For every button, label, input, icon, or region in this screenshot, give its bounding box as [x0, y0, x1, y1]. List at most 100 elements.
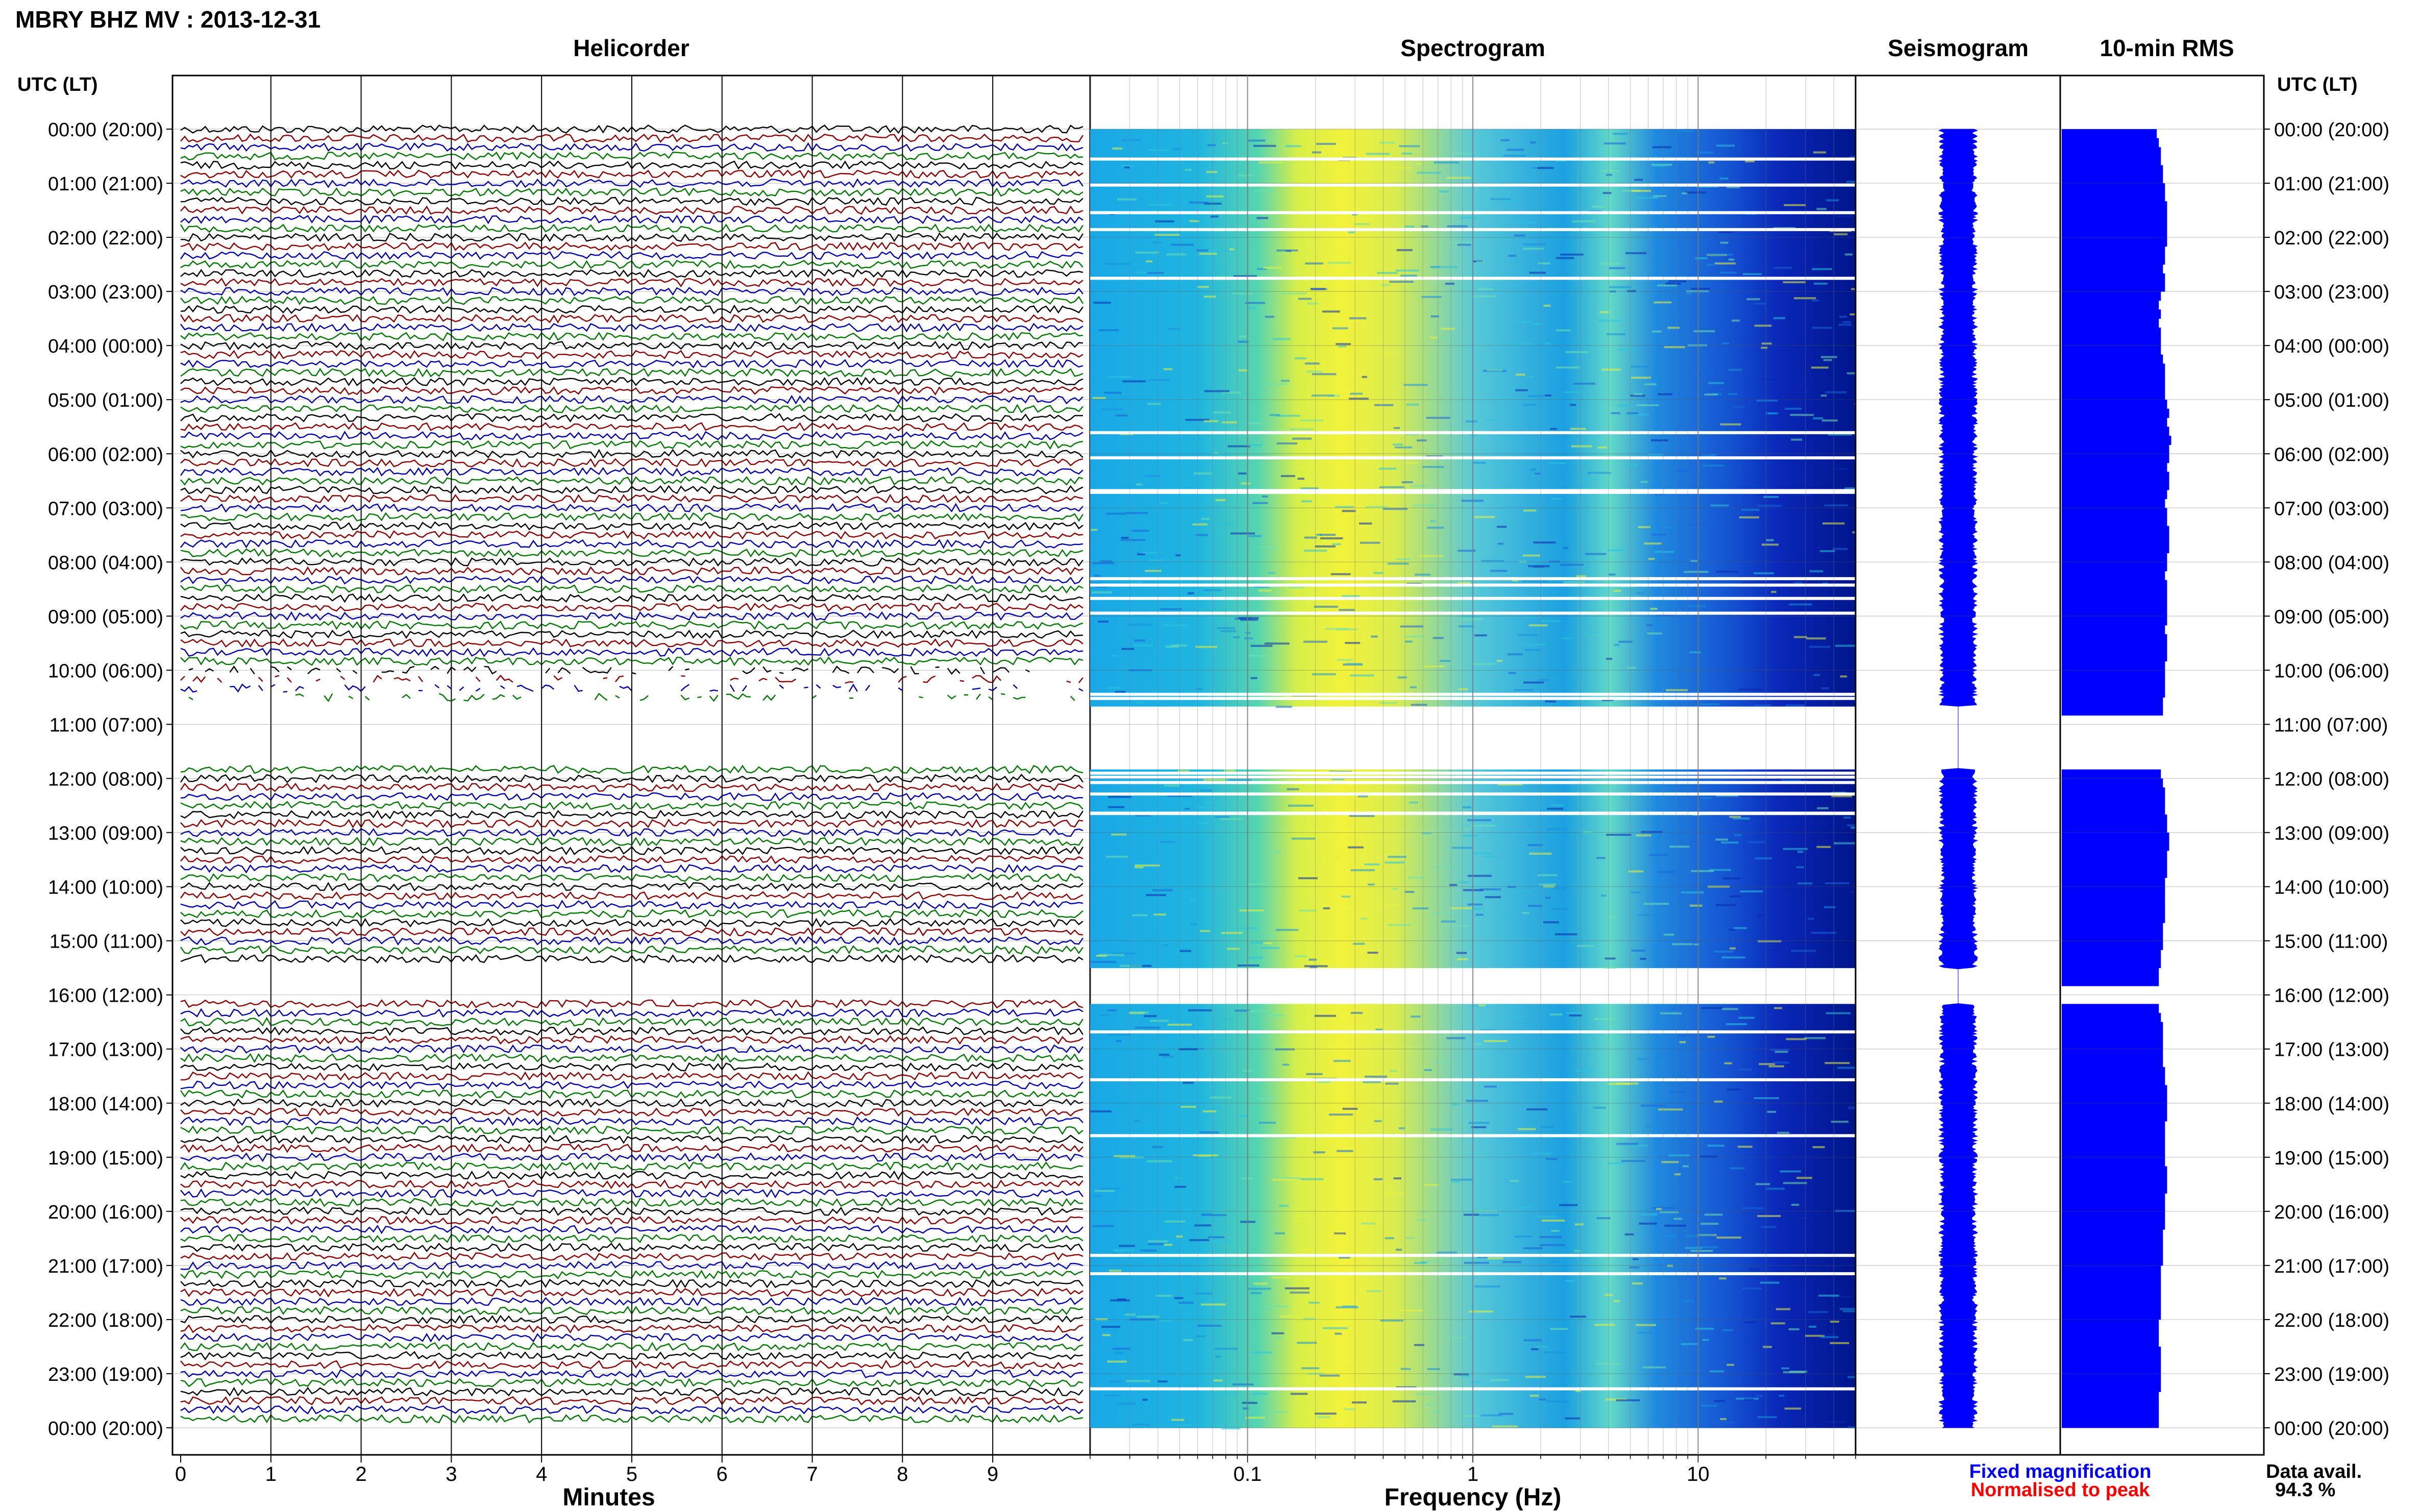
spectrogram-speckle: [1146, 260, 1152, 263]
rms-bar: [2062, 940, 2163, 950]
spectrogram-speckle: [1704, 1213, 1723, 1216]
spectrogram-speckle: [1475, 913, 1484, 916]
spectrogram-speckle: [1339, 1256, 1350, 1259]
spectrogram-speckle: [1707, 1145, 1725, 1147]
spectrogram-speckle: [1201, 1214, 1227, 1217]
spectrogram-speckle: [1378, 467, 1397, 470]
spectrogram-speckle: [1741, 1207, 1764, 1209]
spectrogram-speckle: [1700, 1155, 1718, 1158]
spectrogram-speckle: [1129, 1011, 1149, 1013]
spectrogram-speckle: [1684, 571, 1709, 573]
spectrogram-speckle: [1344, 1408, 1355, 1410]
spectrogram-speckle: [1785, 408, 1801, 410]
spectrogram-speckle: [1616, 1143, 1639, 1145]
spectrogram-speckle: [1393, 425, 1398, 428]
spectrogram-speckle: [1405, 635, 1425, 638]
spectrogram-speckle: [1119, 964, 1142, 967]
spectrogram-speckle: [1773, 317, 1786, 319]
spectrogram-speckle: [1689, 651, 1701, 654]
spectrogram-speckle: [1582, 478, 1598, 481]
spectrogram-speckle: [1843, 816, 1851, 819]
spectrogram-speckle: [1277, 1336, 1282, 1339]
spectrogram-speckle: [1586, 631, 1596, 633]
spectrogram-speckle: [1199, 253, 1217, 255]
spectrogram-speckle: [1849, 156, 1859, 158]
spectrogram-speckle: [1497, 660, 1503, 662]
spectrogram-speckle: [1820, 1336, 1839, 1339]
spectrogram-speckle: [1177, 1424, 1193, 1427]
spectrogram-speckle: [1315, 1412, 1337, 1415]
spectrogram-speckle: [1749, 1268, 1760, 1270]
minute-tick-label: 0: [175, 1463, 186, 1485]
spectrogram-speckle: [1320, 537, 1343, 540]
spectrogram-speckle: [1519, 1206, 1532, 1209]
spectrogram-speckle: [1697, 151, 1713, 154]
spectrogram-speckle: [1560, 253, 1584, 256]
rms-bar: [2062, 634, 2167, 643]
spectrogram-speckle: [1651, 330, 1662, 333]
spectrogram-speckle: [1538, 262, 1550, 265]
spectrogram-speckle: [1221, 421, 1238, 424]
spectrogram-speckle: [1193, 1154, 1219, 1157]
spectrogram-speckle: [1550, 804, 1565, 806]
rms-bar: [2062, 472, 2169, 481]
spectrogram-speckle: [1211, 215, 1219, 218]
frequency-tick-label: 1: [1467, 1463, 1478, 1485]
spectrogram-speckle: [1135, 1026, 1161, 1029]
rms-bar: [2062, 1130, 2165, 1139]
spectrogram-speckle: [1201, 1303, 1226, 1306]
rms-bar: [2062, 616, 2167, 626]
rms-bar: [2062, 516, 2167, 527]
spectrogram-speckle: [1243, 1070, 1253, 1072]
spectrogram-speckle: [1307, 1373, 1323, 1375]
spectrogram-speckle: [1290, 1393, 1308, 1395]
rms-bar: [2062, 787, 2165, 797]
spectrogram-speckle: [1117, 198, 1137, 201]
spectrogram-speckle: [1465, 420, 1477, 423]
spectrogram-speckle: [1201, 517, 1210, 520]
spectrogram-speckle: [1546, 828, 1568, 830]
rms-bar: [2062, 553, 2167, 562]
spectrogram-speckle: [1653, 1235, 1676, 1237]
spectrogram-speckle: [1596, 1362, 1620, 1365]
spectrogram-speckle: [1471, 1381, 1482, 1383]
spectrogram-speckle: [1835, 215, 1851, 217]
spectrogram-speckle: [1715, 904, 1736, 906]
spectrogram-speckle: [1200, 930, 1211, 932]
spectrogram-speckle: [1215, 454, 1230, 457]
spectrogram-speckle: [1306, 370, 1323, 373]
spectrogram-speckle: [1674, 1173, 1681, 1176]
spectrogram-speckle: [1664, 651, 1670, 653]
hour-gridlines: [166, 129, 2270, 1428]
spectrogram-speckle: [1135, 814, 1151, 817]
spectrogram-speckle: [1312, 673, 1336, 676]
spectrogram-speckle: [1657, 614, 1675, 616]
spectrogram-speckle: [1605, 1398, 1627, 1401]
spectrogram-speckle: [1502, 1261, 1521, 1263]
spectrogram-speckle: [1253, 1393, 1268, 1395]
spectrogram-speckle: [1729, 929, 1736, 931]
spectrogram-speckle: [1823, 359, 1832, 361]
rms-bar: [2062, 688, 2165, 698]
spectrogram-speckle: [1761, 346, 1768, 349]
spectrogram-speckle: [1545, 700, 1556, 703]
hour-label-right: 15:00 (11:00): [2274, 931, 2388, 953]
spectrogram-speckle: [1656, 1208, 1662, 1210]
spectrogram-speckle: [1183, 1339, 1193, 1342]
spectrogram-speckle: [1214, 530, 1223, 532]
spectrogram-speckle: [1233, 275, 1257, 278]
spectrogram-speckle: [1294, 955, 1307, 957]
spectrogram-speckle: [1788, 493, 1813, 496]
spectrogram-speckle: [1316, 142, 1336, 145]
spectrogram-speckle: [1537, 167, 1553, 169]
spectrogram-speckle: [1379, 141, 1395, 144]
spectrogram-speckle: [1657, 284, 1677, 287]
spectrogram-speckle: [1095, 1189, 1115, 1192]
spectrogram-speckle: [1583, 831, 1594, 833]
spectrogram-speckle: [1271, 1332, 1285, 1334]
spectrogram-speckle: [1197, 286, 1209, 288]
spectrogram-speckle: [1509, 1379, 1519, 1382]
spectrogram-speckle: [1516, 374, 1525, 376]
spectrogram-speckle: [1112, 1252, 1118, 1255]
spectrogram-speckle: [1653, 164, 1667, 167]
